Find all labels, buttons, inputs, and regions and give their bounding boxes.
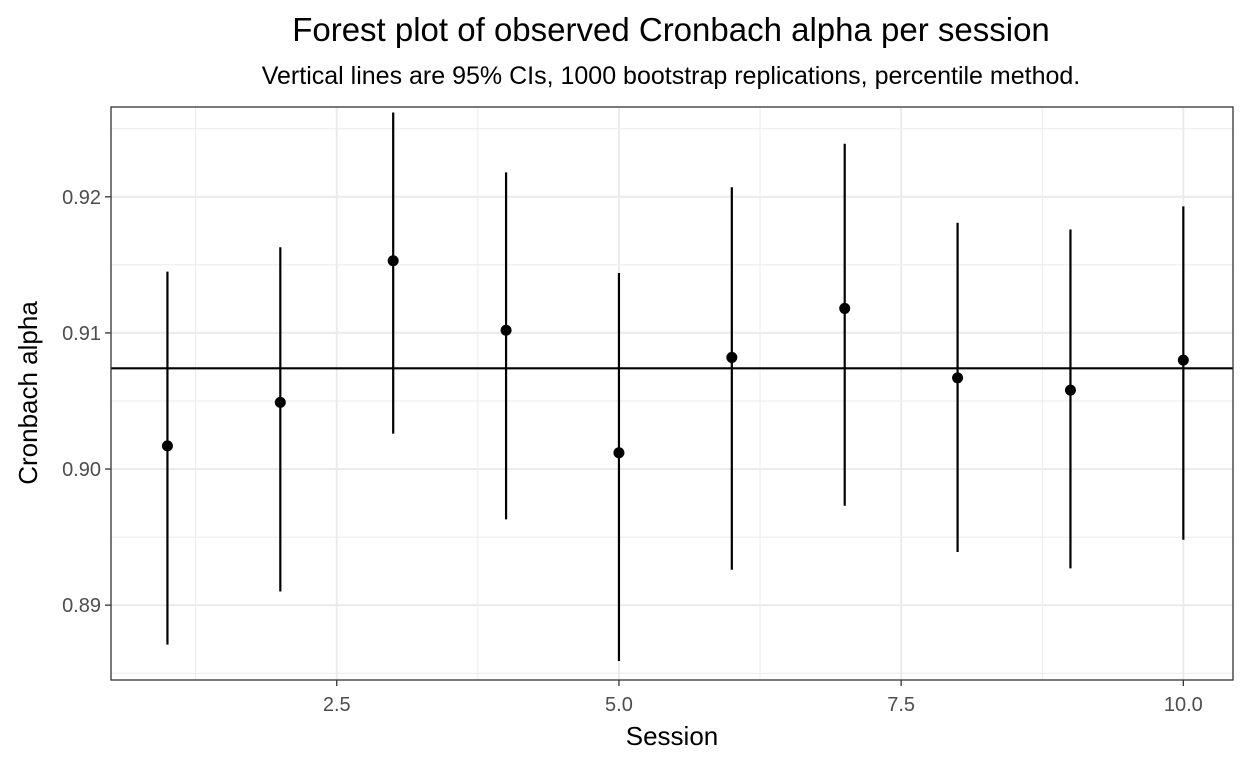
- y-axis-title: Cronbach alpha: [13, 301, 43, 485]
- point-session-2: [274, 396, 286, 408]
- y-tick-label: 0.89: [62, 595, 101, 617]
- point-session-3: [387, 255, 399, 267]
- x-tick-label: 7.5: [887, 694, 915, 716]
- point-session-10: [1177, 354, 1189, 366]
- point-session-7: [839, 302, 851, 314]
- plot-panel-background: [111, 107, 1233, 680]
- point-session-9: [1064, 384, 1076, 396]
- x-axis-title: Session: [626, 721, 719, 751]
- data-marks: [161, 112, 1189, 661]
- x-axis: 2.5 5.0 7.5 10.0: [323, 680, 1203, 716]
- point-session-5: [613, 447, 625, 459]
- x-tick-label: 5.0: [605, 694, 633, 716]
- x-tick-label: 2.5: [323, 694, 351, 716]
- y-axis: 0.89 0.90 0.91 0.92: [62, 187, 111, 617]
- y-tick-label: 0.92: [62, 187, 101, 209]
- y-tick-label: 0.91: [62, 323, 101, 345]
- y-tick-label: 0.90: [62, 459, 101, 481]
- plot-panel-border: [110, 106, 1234, 681]
- point-session-6: [726, 351, 738, 363]
- point-session-4: [500, 324, 512, 336]
- chart-subtitle: Vertical lines are 95% CIs, 1000 bootstr…: [262, 62, 1081, 90]
- chart-title: Forest plot of observed Cronbach alpha p…: [292, 11, 1050, 48]
- point-session-1: [161, 440, 173, 452]
- point-session-8: [952, 372, 964, 384]
- x-tick-label: 10.0: [1164, 694, 1203, 716]
